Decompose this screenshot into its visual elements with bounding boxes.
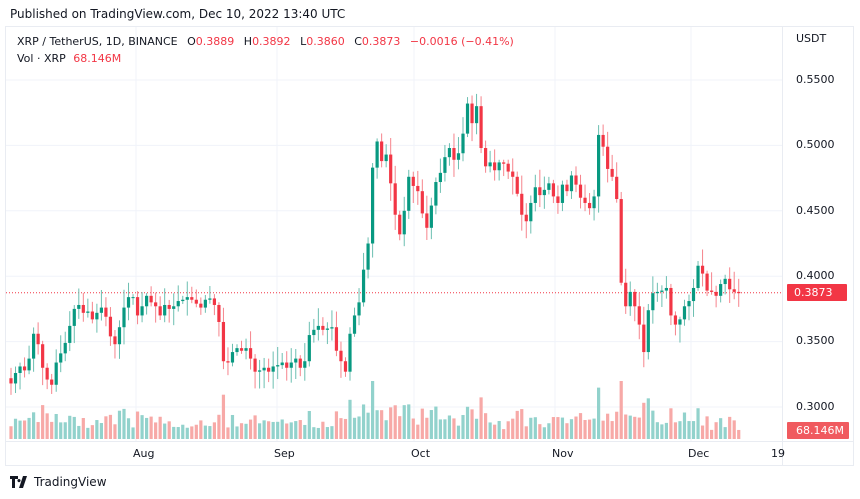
volume-value: 68.146M <box>73 52 122 65</box>
time-axis-divider <box>6 441 854 442</box>
last-price-badge: 0.3873 <box>787 284 847 301</box>
change-value: −0.0016 (−0.41%) <box>409 35 514 48</box>
time-tick: Aug <box>133 447 155 460</box>
time-tick: Sep <box>274 447 295 460</box>
last-volume-badge: 68.146M <box>787 422 849 439</box>
symbol-legend: XRP / TetherUS, 1D, BINANCE O0.3889 H0.3… <box>17 35 514 48</box>
high-value: 0.3892 <box>252 35 291 48</box>
close-value: 0.3873 <box>361 35 401 48</box>
price-tick: 0.4500 <box>796 204 835 217</box>
tradingview-logo-icon <box>10 476 27 488</box>
time-tick: Dec <box>688 447 710 460</box>
volume-legend: Vol · XRP 68.146M <box>17 52 121 65</box>
footer-brand[interactable]: TradingView <box>10 475 107 489</box>
open-label: O <box>187 35 196 48</box>
price-tick: 0.4000 <box>796 269 835 282</box>
price-axis-divider <box>782 27 783 465</box>
open-value: 0.3889 <box>195 35 235 48</box>
price-tick: 0.3000 <box>796 400 835 413</box>
low-value: 0.3860 <box>306 35 345 48</box>
time-tick: Nov <box>552 447 574 460</box>
time-tick: Oct <box>411 447 431 460</box>
volume-label: Vol · XRP <box>17 52 66 65</box>
price-tick: 0.5000 <box>796 138 835 151</box>
symbol-title: XRP / TetherUS, 1D, BINANCE <box>17 35 178 48</box>
currency-label: USDT <box>796 32 827 45</box>
close-label: C <box>354 35 362 48</box>
chart-frame <box>5 26 854 466</box>
time-tick: 19 <box>771 447 785 460</box>
high-label: H <box>243 35 253 48</box>
brand-name: TradingView <box>34 475 107 489</box>
price-tick: 0.5500 <box>796 73 835 86</box>
published-caption: Published on TradingView.com, Dec 10, 20… <box>10 7 346 21</box>
price-tick: 0.3500 <box>796 334 835 347</box>
price-chart[interactable] <box>6 27 782 441</box>
low-label: L <box>300 35 307 48</box>
